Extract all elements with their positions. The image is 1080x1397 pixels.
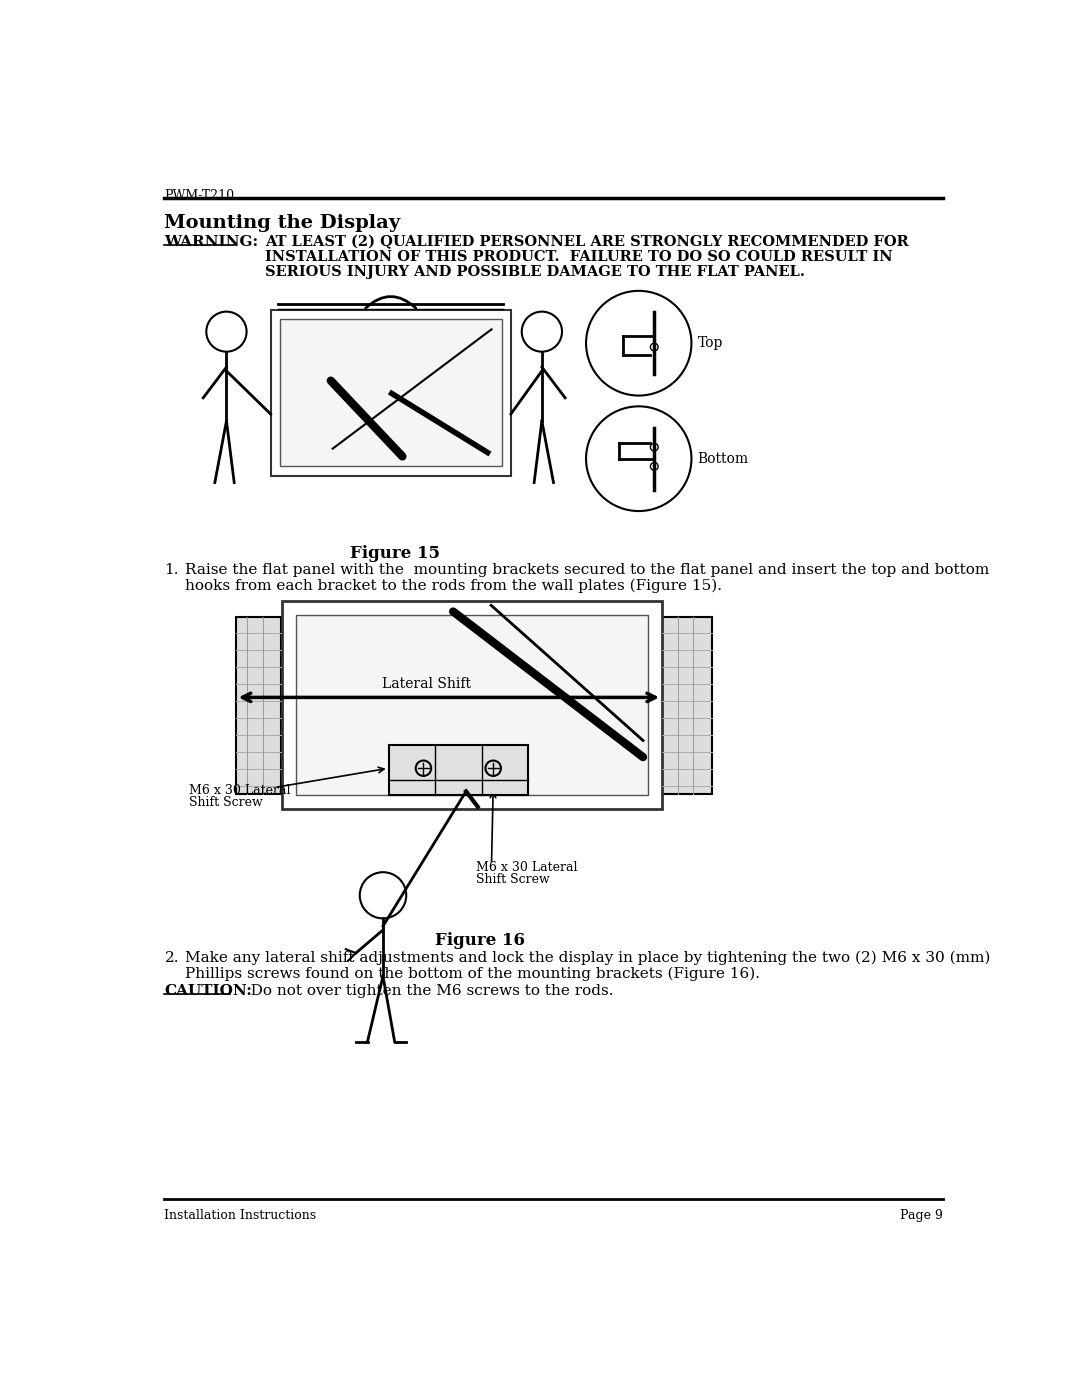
Text: AT LEAST (2) QUALIFIED PERSONNEL ARE STRONGLY RECOMMENDED FOR: AT LEAST (2) QUALIFIED PERSONNEL ARE STR… — [266, 236, 909, 250]
Text: SERIOUS INJURY AND POSSIBLE DAMAGE TO THE FLAT PANEL.: SERIOUS INJURY AND POSSIBLE DAMAGE TO TH… — [266, 264, 805, 278]
Text: 2.: 2. — [164, 951, 179, 965]
Text: hooks from each bracket to the rods from the wall plates (Figure 15).: hooks from each bracket to the rods from… — [186, 578, 723, 594]
Text: Do not over tighten the M6 screws to the rods.: Do not over tighten the M6 screws to the… — [235, 983, 613, 997]
Text: PWM-T210: PWM-T210 — [164, 189, 234, 203]
Text: Installation Instructions: Installation Instructions — [164, 1208, 316, 1222]
Text: CAUTION:: CAUTION: — [164, 983, 253, 997]
Bar — [235, 616, 281, 793]
Circle shape — [586, 407, 691, 511]
Bar — [662, 616, 713, 793]
Bar — [282, 601, 662, 809]
Text: Top: Top — [698, 337, 723, 351]
Text: 1.: 1. — [164, 563, 179, 577]
Text: Make any lateral shift adjustments and lock the display in place by tightening t: Make any lateral shift adjustments and l… — [186, 951, 990, 965]
Text: Shift Screw: Shift Screw — [476, 873, 550, 886]
Text: WARNING:: WARNING: — [164, 236, 258, 250]
Text: M6 x 30 Lateral: M6 x 30 Lateral — [476, 861, 578, 873]
Bar — [271, 310, 511, 475]
Text: INSTALLATION OF THIS PRODUCT.  FAILURE TO DO SO COULD RESULT IN: INSTALLATION OF THIS PRODUCT. FAILURE TO… — [266, 250, 893, 264]
FancyArrowPatch shape — [366, 296, 416, 309]
Text: Phillips screws found on the bottom of the mounting brackets (Figure 16).: Phillips screws found on the bottom of t… — [186, 967, 760, 981]
Text: Figure 16: Figure 16 — [435, 932, 525, 949]
Text: M6 x 30 Lateral: M6 x 30 Lateral — [189, 784, 291, 796]
Text: Lateral Shift: Lateral Shift — [382, 678, 471, 692]
Bar — [280, 320, 501, 467]
Text: Page 9: Page 9 — [900, 1208, 943, 1222]
Text: Raise the flat panel with the  mounting brackets secured to the flat panel and i: Raise the flat panel with the mounting b… — [186, 563, 989, 577]
Text: Shift Screw: Shift Screw — [189, 796, 264, 809]
Text: Figure 15: Figure 15 — [350, 545, 440, 562]
Text: Mounting the Display: Mounting the Display — [164, 214, 401, 232]
Circle shape — [586, 291, 691, 395]
Text: Bottom: Bottom — [698, 451, 748, 465]
Bar — [296, 615, 648, 795]
Bar — [389, 745, 528, 795]
